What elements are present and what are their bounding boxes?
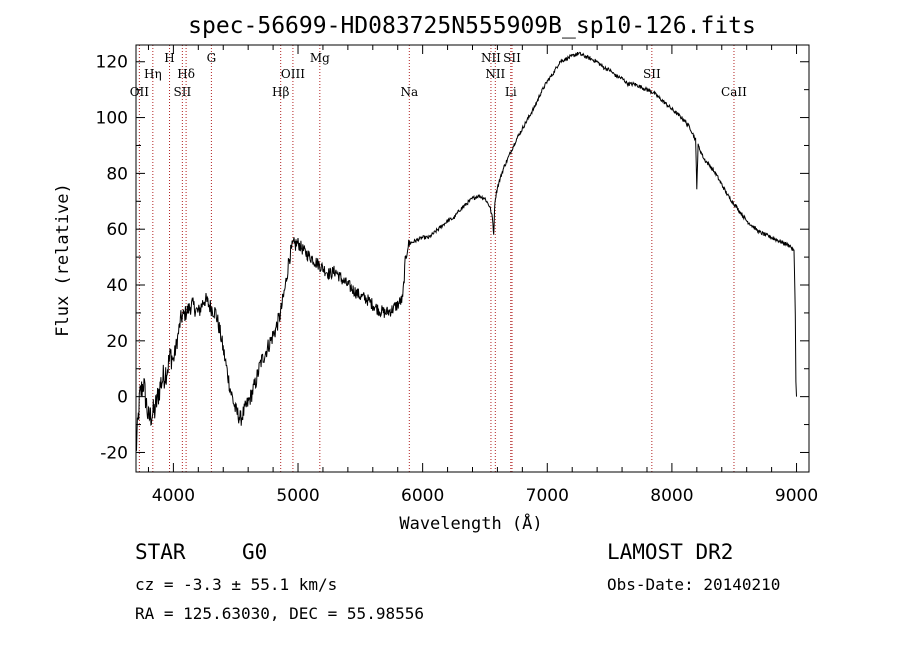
x-tick-label: 5000	[276, 486, 319, 506]
spectral-line-label: SII	[174, 85, 192, 99]
axis-ticks: 4000 5000 6000 7000 8000 9000 -20 0 20 40 60 80 100 1…	[96, 45, 818, 506]
x-tick-label: 8000	[650, 486, 693, 506]
spectral-line-label: Na	[400, 85, 418, 99]
y-tick-label: 20	[106, 332, 128, 352]
spectral-line-label: G	[207, 51, 217, 65]
x-axis-label: Wavelength (Å)	[399, 512, 542, 534]
spectral-line-label: H	[164, 51, 174, 65]
y-tick-label: 120	[96, 53, 128, 73]
coordinates: RA = 125.63030, DEC = 55.98556	[135, 604, 424, 623]
spectral-line-label: OII	[130, 85, 150, 99]
redshift-velocity: cz = -3.3 ± 55.1 km/s	[135, 575, 338, 594]
spectral-line-label: Hδ	[177, 67, 195, 81]
spectral-line-label: CaII	[721, 85, 747, 99]
object-class: STAR	[135, 540, 186, 564]
observation-date: Obs-Date: 20140210	[607, 575, 781, 594]
spectral-line-label: NII	[485, 67, 505, 81]
x-tick-label: 4000	[152, 486, 195, 506]
y-tick-label: 80	[106, 164, 128, 184]
y-axis-label: Flux (relative)	[53, 183, 73, 337]
series-layer	[135, 51, 797, 451]
y-tick-label: 60	[106, 220, 128, 240]
spectral-line-label: SII	[643, 67, 661, 81]
spectral-line-label: Li	[505, 85, 517, 99]
spectrum-line	[135, 51, 797, 451]
x-tick-label: 7000	[526, 486, 569, 506]
spectral-line-label: Hη	[144, 67, 162, 81]
y-tick-label: 40	[106, 276, 128, 296]
y-tick-label: -20	[100, 443, 128, 463]
object-subclass: G0	[242, 540, 268, 564]
spectral-line-label: Hβ	[272, 85, 289, 99]
x-tick-label: 6000	[401, 486, 444, 506]
survey-name: LAMOST DR2	[607, 540, 734, 564]
chart-title: spec-56699-HD083725N555909B_sp10-126.fit…	[188, 13, 756, 39]
spectral-line-label: SII	[503, 51, 521, 65]
spectral-line-label: Mg	[310, 51, 330, 65]
spectral-line-label: OIII	[281, 67, 305, 81]
spectral-line-label: NII	[481, 51, 501, 65]
spectrum-chart: spec-56699-HD083725N555909B_sp10-126.fit…	[53, 13, 818, 534]
y-tick-label: 0	[117, 388, 128, 408]
x-tick-label: 9000	[775, 486, 818, 506]
y-tick-label: 100	[96, 109, 128, 129]
